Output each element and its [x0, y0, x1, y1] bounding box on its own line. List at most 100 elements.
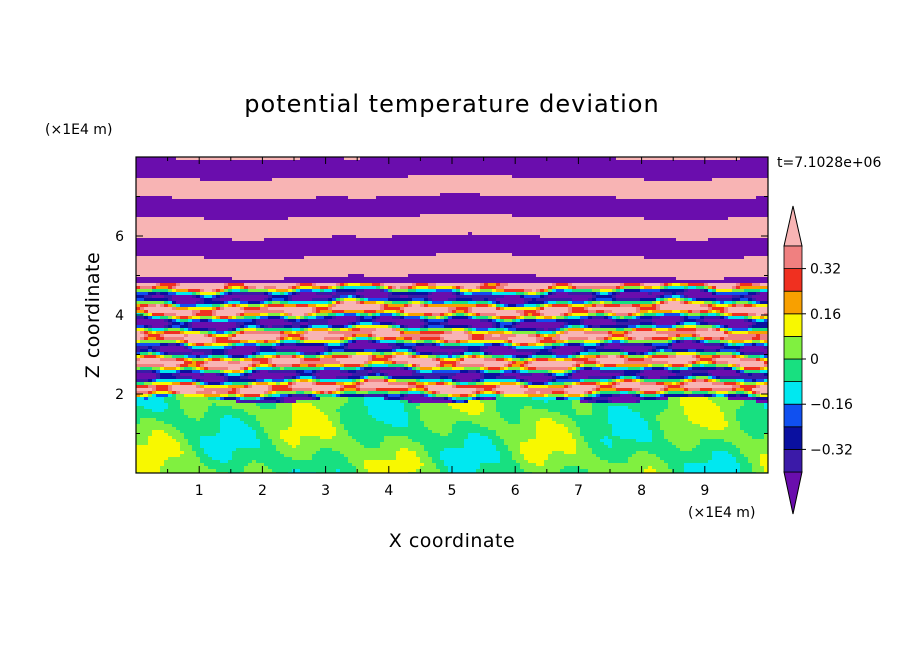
field-cell — [692, 301, 705, 305]
field-cell — [704, 349, 717, 353]
field-cell — [552, 316, 557, 320]
field-cell — [740, 298, 749, 302]
field-cell — [220, 421, 245, 425]
field-cell — [684, 295, 689, 299]
field-cell — [720, 379, 737, 383]
field-cell — [180, 340, 185, 344]
field-cell — [732, 367, 737, 371]
field-cell — [592, 388, 597, 392]
field-cell — [484, 352, 489, 356]
field-cell — [136, 205, 768, 209]
field-cell — [656, 397, 661, 401]
field-cell — [320, 352, 325, 356]
field-cell — [752, 319, 757, 323]
field-cell — [140, 331, 145, 335]
field-cell — [612, 331, 625, 335]
field-cell — [196, 304, 213, 308]
field-cell — [556, 397, 565, 401]
field-cell — [336, 283, 341, 287]
field-cell — [744, 388, 753, 392]
field-cell — [280, 451, 317, 455]
field-cell — [624, 286, 641, 290]
field-cell — [228, 394, 237, 398]
field-cell — [164, 313, 177, 317]
field-cell — [364, 463, 425, 467]
field-cell — [644, 283, 661, 287]
field-cell — [256, 328, 265, 332]
field-cell — [452, 430, 497, 434]
field-cell — [716, 325, 721, 329]
field-cell — [448, 394, 453, 398]
field-cell — [612, 295, 617, 299]
field-cell — [200, 289, 205, 293]
field-cell — [180, 400, 237, 404]
field-cell — [604, 343, 609, 347]
field-cell — [136, 403, 169, 407]
field-cell — [400, 448, 409, 452]
field-cell — [160, 283, 177, 287]
field-cell — [644, 343, 653, 347]
field-cell — [216, 397, 221, 401]
field-cell — [344, 337, 349, 341]
field-cell — [624, 340, 629, 344]
field-cell — [728, 391, 737, 395]
field-cell — [300, 469, 337, 473]
field-cell — [464, 310, 469, 314]
field-cell — [308, 394, 313, 398]
field-cell — [180, 373, 201, 377]
field-cell — [308, 304, 317, 308]
field-cell — [388, 364, 405, 368]
field-cell — [740, 424, 768, 428]
field-cell — [540, 349, 549, 353]
field-cell — [732, 328, 749, 332]
field-cell — [608, 340, 613, 344]
field-cell — [528, 385, 549, 389]
field-cell — [568, 394, 581, 398]
field-cell — [256, 364, 261, 368]
field-cell — [364, 274, 409, 278]
field-cell — [288, 427, 337, 431]
field-cell — [532, 352, 537, 356]
field-cell — [452, 328, 465, 332]
field-cell — [612, 313, 617, 317]
field-cell — [696, 340, 701, 344]
field-cell — [184, 436, 201, 440]
field-cell — [680, 319, 685, 323]
field-cell — [372, 316, 377, 320]
field-cell — [596, 346, 605, 350]
field-cell — [424, 445, 465, 449]
field-cell — [664, 430, 745, 434]
field-cell — [232, 457, 293, 461]
field-cell — [328, 352, 333, 356]
field-cell — [696, 349, 705, 353]
field-cell — [520, 409, 549, 413]
field-cell — [212, 316, 217, 320]
field-cell — [712, 304, 717, 308]
field-cell — [396, 337, 405, 341]
field-cell — [596, 454, 633, 458]
field-cell — [300, 439, 357, 443]
field-cell — [712, 376, 717, 380]
field-cell — [276, 340, 281, 344]
field-cell — [552, 352, 557, 356]
field-cell — [340, 337, 345, 341]
field-cell — [544, 334, 549, 338]
field-cell — [640, 289, 661, 293]
y-tick-label: 6 — [115, 229, 124, 245]
field-cell — [684, 382, 689, 386]
field-cell — [668, 361, 689, 365]
field-cell — [396, 286, 401, 290]
field-cell — [744, 367, 761, 371]
field-cell — [484, 343, 493, 347]
field-cell — [668, 346, 673, 350]
field-cell — [712, 400, 745, 404]
field-cell — [376, 349, 393, 353]
field-cell — [476, 388, 485, 392]
field-cell — [336, 391, 341, 395]
field-cell — [388, 394, 401, 398]
field-cell — [424, 319, 429, 323]
field-cell — [720, 316, 725, 320]
field-cell — [556, 346, 561, 350]
field-cell — [152, 382, 173, 386]
field-cell — [356, 313, 361, 317]
